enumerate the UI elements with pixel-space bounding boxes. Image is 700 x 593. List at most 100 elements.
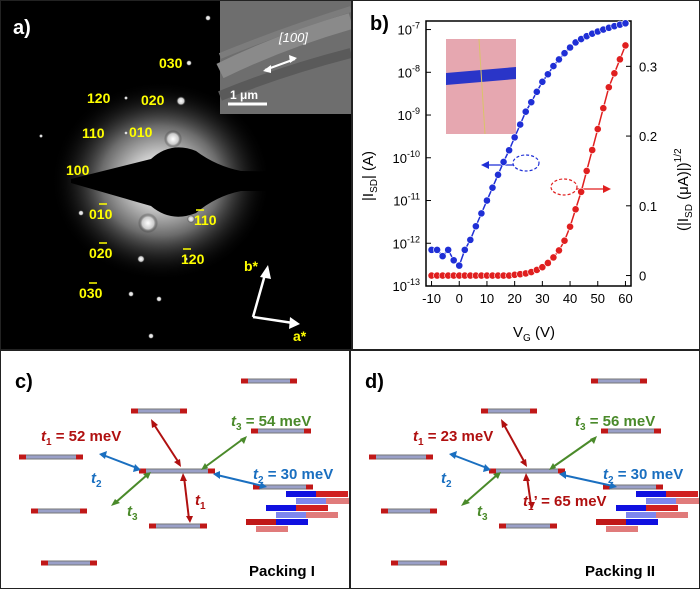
series-0-point — [549, 62, 558, 70]
series-0-point — [543, 70, 552, 79]
series-0-point — [521, 107, 530, 116]
ticks-layer: -10 0 10 20 30 40 50 60 10-7 10-8 10-9 10-10 10-11 10… — [393, 21, 658, 306]
y-left-tick-label: 10-10 — [393, 149, 420, 166]
molecule — [251, 428, 311, 434]
stack-bar — [666, 491, 698, 497]
stack-bar — [626, 519, 658, 525]
panel-d-label: d) — [365, 371, 384, 393]
panel-c-packing-1: c) t1 = 52 meV t2 = 30 meV — [0, 350, 358, 589]
transfer-chart: -10 0 10 20 30 40 50 60 10-7 10-8 10-9 10-10 10-11 10… — [360, 19, 695, 344]
stack-bar — [266, 505, 298, 511]
y-left-tick-label: 10-9 — [398, 106, 420, 123]
inset-direction-label: [100] — [278, 30, 308, 45]
t2-arrow-left — [102, 454, 138, 469]
y-left-tick-label: 10-7 — [398, 21, 420, 38]
t1-value-label: t1 = 23 meV — [413, 428, 493, 448]
stacking-schematic — [596, 491, 700, 532]
packing-1-diagram: t1 = 52 meV t2 = 30 meV t3 = 54 meV t2 t… — [19, 378, 358, 580]
scale-bar-label: 1 μm — [230, 88, 258, 102]
stack-bar — [626, 512, 658, 518]
t3-value-label: t3 = 54 meV — [231, 413, 311, 433]
molecule — [381, 508, 437, 514]
spot-label-100: 100 — [66, 162, 90, 178]
y-left-tick-label: 10-11 — [393, 192, 420, 209]
t1-arrow-upper — [152, 422, 180, 464]
spot-label-0-20: 020 — [89, 245, 113, 261]
diffraction-image: [100] 1 μm 030 120 020 110 010 100 010 1… — [1, 1, 354, 349]
t3-arrow-lower — [464, 474, 498, 504]
series-0-point — [516, 120, 525, 129]
molecule — [241, 378, 297, 384]
panel-a-label: a) — [13, 17, 31, 39]
series-0-point — [505, 146, 514, 155]
series-1-point — [549, 253, 558, 262]
y-left-tick-label: 10-8 — [398, 63, 420, 80]
molecule — [591, 378, 647, 384]
device-inset-photo — [446, 38, 516, 135]
series-0-point — [466, 235, 475, 244]
stack-bar — [676, 498, 700, 504]
beam-stop — [71, 147, 351, 217]
panel-b-transfer-curve: b) -10 0 10 20 30 40 50 60 10-7 10-8 10-9 10-10 10-1… — [352, 0, 700, 350]
series-0-point — [532, 87, 541, 96]
spot-label-120: 120 — [87, 90, 111, 106]
y-right-axis-title: (|ISD (μA)|)1/2 — [673, 148, 695, 231]
diffraction-spots — [39, 15, 211, 339]
t2-short-label: t2 — [441, 470, 452, 490]
x-tick-label: 30 — [535, 291, 549, 306]
spot-labels: 030 120 020 110 010 100 010 110 020 120 … — [66, 55, 217, 301]
spot-label-020: 020 — [141, 92, 165, 108]
panel-d-packing-2: d) t1 = 23 meV t1’ = 65 meV t2 = 3 — [350, 350, 700, 589]
t3-value-label: t3 = 56 meV — [575, 413, 655, 433]
series-0-point — [621, 19, 630, 28]
series-0-point — [438, 252, 447, 261]
series-1-point — [555, 246, 563, 255]
series-1-point — [571, 205, 580, 214]
panel-c-label: c) — [15, 371, 33, 393]
t2-arrow-left — [452, 454, 488, 469]
molecule — [31, 508, 87, 514]
series-0-point — [449, 256, 458, 265]
x-tick-label: 10 — [480, 291, 494, 306]
series-0-point — [571, 38, 580, 47]
series-1-point — [588, 146, 597, 154]
molecule — [149, 523, 207, 529]
series-1-point — [543, 259, 552, 267]
arrowheads — [99, 419, 267, 523]
packing-1-label: Packing I — [249, 563, 315, 580]
stack-bar — [246, 519, 278, 525]
stack-bar — [256, 526, 288, 532]
series-0-point — [471, 222, 480, 231]
axis-b-label: b* — [244, 258, 259, 274]
series-0-point — [560, 49, 569, 58]
y-left-tick-label: 10-12 — [393, 234, 420, 251]
stack-bar — [286, 491, 318, 497]
series-1-point — [538, 263, 547, 272]
x-axis-title: VG (V) — [513, 324, 555, 344]
series-1-point — [560, 236, 569, 245]
series-1-point — [566, 222, 574, 231]
series-0-point — [477, 209, 486, 218]
molecule — [499, 523, 557, 529]
series-0-point — [433, 245, 441, 254]
stack-bar — [606, 526, 638, 532]
series-0-point — [494, 170, 502, 179]
t1-arrow — [502, 422, 526, 464]
plot-frame — [425, 20, 632, 287]
t2-value-label: t2 = 30 meV — [603, 466, 683, 486]
series-0-point — [455, 261, 464, 270]
spot-label-0-30: 030 — [79, 285, 103, 301]
t3-arrow-upper — [552, 438, 594, 468]
stack-bar — [646, 498, 678, 504]
stack-bar — [296, 505, 328, 511]
x-tick-label: 40 — [563, 291, 577, 306]
series-0-point — [499, 158, 508, 166]
series-0-point — [483, 196, 491, 205]
series-1-point — [610, 69, 619, 78]
molecule — [253, 484, 313, 490]
spot-label-110: 110 — [82, 125, 105, 141]
t3-short-label: t3 — [127, 503, 138, 523]
tem-inset: [100] 1 μm — [216, 1, 354, 114]
series-1-point — [604, 83, 613, 92]
t2-arrow-right — [216, 474, 264, 487]
